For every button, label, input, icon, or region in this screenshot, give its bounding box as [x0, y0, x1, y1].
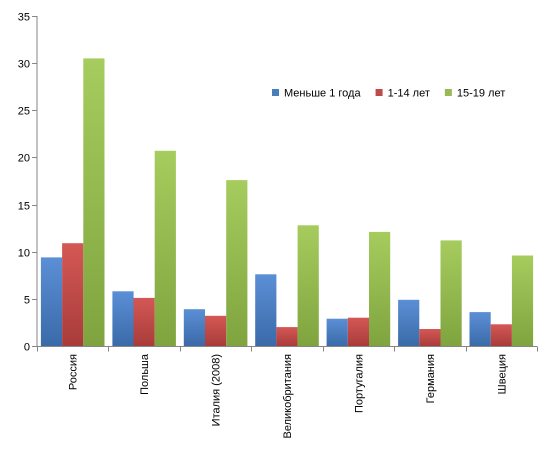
x-category-label: Португалия [353, 354, 365, 413]
bar-1-14 лет [490, 324, 512, 346]
bar-15-19 лет [297, 225, 319, 346]
bar-1-14 лет [205, 315, 227, 346]
bar-15-19 лет [511, 255, 534, 346]
legend-label: 1-14 лет [388, 88, 430, 100]
x-category-label: Германия [425, 354, 437, 403]
legend-swatch [375, 89, 383, 96]
bar-15-19 лет [369, 231, 391, 346]
bar-1-14 лет [62, 243, 84, 346]
bar-1-14 лет [419, 329, 441, 346]
bar-Меньше 1 года [326, 318, 348, 346]
bar-1-14 лет [276, 327, 298, 346]
legend-swatch [272, 89, 279, 96]
y-tick-label: 10 [18, 248, 30, 260]
x-category-label: Великобритания [282, 354, 294, 439]
bar-15-19 лет [154, 150, 176, 346]
bar-Меньше 1 года [40, 257, 63, 346]
bars [40, 58, 534, 347]
y-tick-label: 25 [18, 106, 30, 118]
y-tick-label: 30 [18, 59, 30, 71]
bar-15-19 лет [440, 240, 462, 346]
x-category-label: Польша [139, 353, 151, 395]
x-category-label: Швеция [496, 354, 508, 394]
legend-label: Меньше 1 года [284, 88, 361, 100]
y-tick-label: 5 [24, 295, 30, 307]
x-category-label: Италия (2008) [211, 354, 223, 426]
bar-Меньше 1 года [183, 309, 205, 346]
legend-swatch [444, 89, 452, 96]
legend: Меньше 1 года 1-14 лет 15-19 лет [272, 88, 505, 100]
x-axis: Россия Польша Италия (2008) Великобритания П… [37, 346, 538, 439]
bar-Меньше 1 года [469, 312, 491, 346]
y-tick-label: 35 [18, 12, 30, 24]
y-axis: 0 5 10 15 20 25 30 35 [18, 12, 38, 354]
legend-label: 15-19 лет [457, 88, 505, 100]
y-tick-label: 20 [18, 153, 30, 165]
y-tick-label: 15 [18, 201, 30, 213]
y-tick-label: 0 [24, 342, 30, 354]
bar-Меньше 1 года [255, 274, 277, 346]
x-category-label: Россия [68, 354, 80, 390]
bar-1-14 лет [347, 317, 369, 346]
bar-1-14 лет [133, 297, 155, 346]
bar-Меньше 1 года [398, 299, 420, 346]
bar-15-19 лет [83, 58, 105, 347]
bar-Меньше 1 года [112, 291, 134, 346]
bar-15-19 лет [226, 180, 248, 346]
